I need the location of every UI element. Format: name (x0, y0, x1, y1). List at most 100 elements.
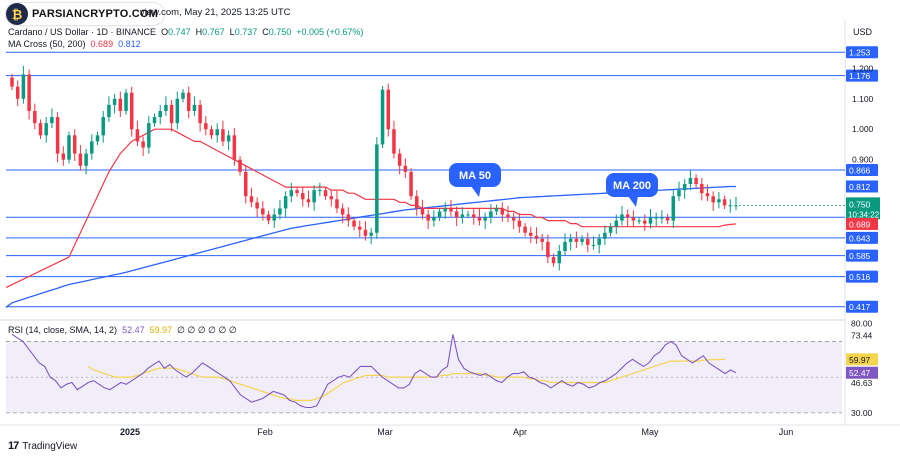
candle-body (625, 214, 630, 218)
price-tick-label: 1.200 (852, 63, 874, 73)
currency-label[interactable]: USD (853, 27, 873, 37)
candle-body (215, 129, 219, 136)
candle-body (323, 190, 328, 197)
candle-body (420, 208, 425, 215)
ma-legend[interactable]: MA Cross (50, 200) 0.689 0.812 (8, 39, 141, 49)
level-tag-label: 0.516 (849, 272, 871, 282)
candle-body (563, 241, 567, 252)
candle-body (597, 238, 601, 245)
candle-body (10, 77, 14, 87)
time-tick-label: Jun (779, 427, 794, 437)
rsi-tag-label: 52.47 (849, 368, 871, 378)
candle-body (72, 135, 77, 154)
open-value: 0.747 (168, 27, 191, 37)
candle-body (192, 104, 197, 111)
ma200-price-tag-label: 0.812 (849, 182, 871, 192)
last-price-tag-label: 0.750 (849, 199, 871, 209)
candle-body (278, 208, 282, 215)
candle-body (660, 217, 664, 219)
candle-body (568, 238, 573, 242)
candle-body (90, 141, 94, 154)
ma50-callout-pointer (471, 186, 481, 197)
rsi-sma-tag-label: 59.97 (849, 355, 871, 365)
rsi-tick-label: 73.44 (851, 330, 873, 340)
logo-icon: ₿ (6, 3, 28, 25)
candle-body (677, 190, 681, 197)
candle-body (454, 211, 459, 218)
ma50-callout-bubble (449, 163, 501, 187)
candle-body (44, 123, 48, 136)
candle-body (608, 226, 613, 233)
candle-body (375, 144, 379, 233)
candle-body (643, 220, 647, 224)
time-tick-label: May (641, 427, 659, 437)
candle-body (551, 257, 556, 264)
candle-body (648, 217, 653, 224)
candle-body (369, 232, 373, 236)
candle-body (198, 104, 202, 124)
ma50-line (5, 128, 737, 289)
candle-body (129, 92, 134, 130)
candle-body (226, 135, 231, 142)
site-logo: ₿ PARSIANCRYPTO.COM (6, 3, 165, 25)
ma200-value: 0.812 (118, 39, 141, 49)
level-tag (846, 46, 878, 59)
candle-body (204, 123, 208, 130)
candle-body (557, 251, 562, 264)
candle-body (78, 153, 83, 166)
candle-body (443, 208, 448, 212)
candle-body (67, 135, 71, 160)
candle-body (477, 217, 482, 221)
level-tag-label: 0.643 (849, 233, 871, 243)
low-label: L (229, 27, 235, 37)
candle-body (135, 129, 140, 142)
level-tag-label: 0.585 (849, 251, 871, 261)
candle-body (620, 214, 624, 221)
time-tick-label: 2025 (120, 427, 140, 437)
candle-body (460, 214, 465, 218)
logo-label: PARSIANCRYPTO.COM (32, 8, 159, 20)
candle-body (158, 110, 162, 118)
candle-body (489, 211, 493, 218)
ma200-callout-pointer (628, 196, 638, 207)
level-tag-label: 0.417 (849, 302, 871, 312)
candle-body (295, 190, 299, 194)
candle-body (352, 220, 356, 227)
candle-body (665, 217, 670, 221)
candle-body (363, 229, 368, 236)
candle-body (306, 199, 311, 203)
low-value: 0.737 (234, 27, 258, 37)
level-tag (846, 300, 878, 313)
symbol-label[interactable]: Cardano / US Dollar · 1D · BINANCE (8, 27, 157, 37)
candle-body (654, 217, 658, 219)
candle-body (312, 190, 316, 203)
candle-body (152, 117, 157, 124)
candle-body (118, 98, 123, 111)
time-tick-label: Apr (513, 427, 527, 437)
tradingview-brand[interactable]: 17 TradingView (8, 440, 77, 452)
candle-body (300, 193, 305, 200)
candle-body (472, 214, 476, 218)
candle-body (61, 153, 66, 160)
rsi-tick-label: 30.00 (851, 408, 873, 418)
candle-body (221, 129, 225, 142)
rsi-legend-value: 52.47 (122, 325, 145, 335)
candle-body (289, 190, 294, 197)
candle-body (506, 214, 510, 218)
rsi-legend[interactable]: RSI (14, close, SMA, 14, 2) 52.47 59.97 … (8, 325, 237, 336)
candle-body (335, 199, 339, 209)
level-tag-label: 0.866 (849, 166, 871, 176)
candle-body (688, 177, 693, 185)
close-value: 0.750 (268, 27, 292, 37)
candle-body (694, 177, 698, 185)
level-tag-label: 1.176 (849, 71, 871, 81)
candle-body (403, 165, 408, 172)
candle-body (21, 74, 26, 99)
high-label: H (195, 27, 203, 37)
candle-body (186, 92, 191, 111)
candle-body (272, 214, 276, 221)
candle-body (243, 171, 248, 197)
candle-body (614, 220, 619, 227)
candle-body (255, 202, 259, 209)
